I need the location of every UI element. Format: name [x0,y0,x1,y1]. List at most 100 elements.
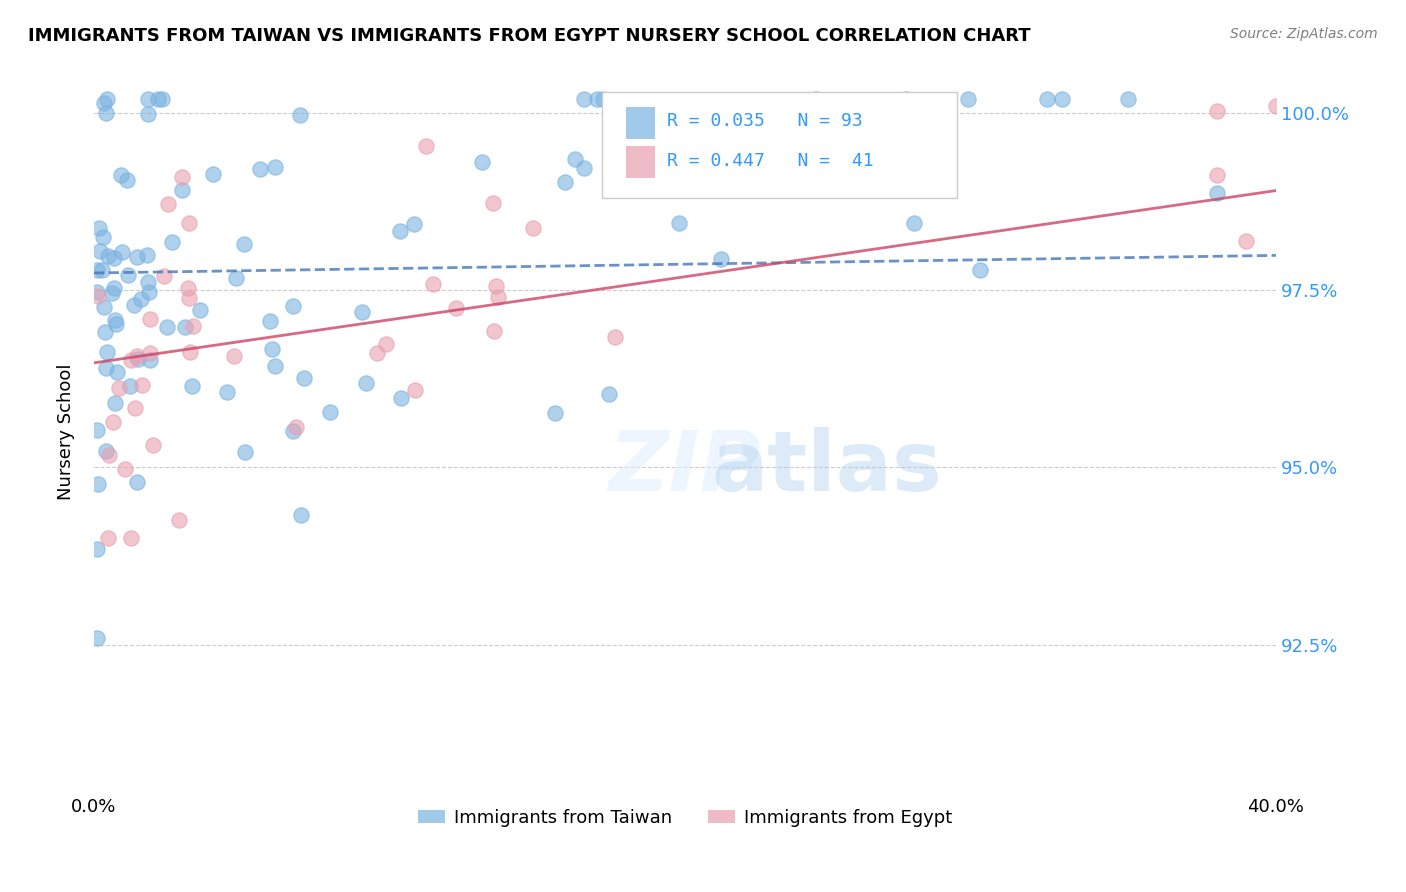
Text: R = 0.035   N = 93: R = 0.035 N = 93 [668,112,863,130]
Point [114,461,136,475]
Point [138,285,160,299]
Point [139,312,162,326]
Point [124,298,146,312]
Point [179,216,201,230]
Point [136,92,159,106]
Point [1050,92,1073,106]
Point [110,168,132,182]
Point [90,263,112,277]
Text: ZIP: ZIP [609,427,761,508]
Point [93,300,115,314]
Point [222,349,245,363]
Point [482,324,505,338]
Bar [626,146,655,178]
Point [167,512,190,526]
Point [388,224,411,238]
Point [91,230,114,244]
Point [129,292,152,306]
Point [94,325,117,339]
Point [177,281,200,295]
Point [139,353,162,368]
Point [103,251,125,265]
Point [108,381,131,395]
Text: R = 0.447   N =  41: R = 0.447 N = 41 [668,153,875,170]
Point [105,365,128,379]
Point [366,345,388,359]
Point [233,236,256,251]
Point [86,631,108,645]
Point [131,378,153,392]
Point [668,216,690,230]
Point [160,235,183,249]
Point [179,345,201,359]
Point [894,92,917,106]
Point [97,531,120,545]
Point [139,346,162,360]
Point [564,152,586,166]
Point [903,216,925,230]
Point [97,249,120,263]
Point [170,169,193,184]
Point [598,387,620,401]
Point [104,396,127,410]
Point [422,277,444,292]
Point [177,292,200,306]
Point [111,245,134,260]
Point [86,541,108,556]
Point [482,196,505,211]
Point [263,160,285,174]
Point [100,285,122,300]
Point [544,406,567,420]
Point [136,107,159,121]
Point [471,155,494,169]
Point [103,280,125,294]
Point [87,288,110,302]
Point [173,320,195,334]
Point [260,343,283,357]
Point [146,92,169,106]
Point [94,361,117,376]
Point [281,424,304,438]
Point [1205,104,1227,119]
Point [125,349,148,363]
Point [157,197,180,211]
Point [554,175,576,189]
Point [86,263,108,277]
Point [572,92,595,106]
Point [172,183,194,197]
Point [201,168,224,182]
Point [444,301,467,316]
Point [87,477,110,491]
Point [86,285,108,299]
Point [127,250,149,264]
Point [136,248,159,262]
Point [136,275,159,289]
Point [101,415,124,429]
Point [94,106,117,120]
Point [120,352,142,367]
Point [105,318,128,332]
Point [150,92,173,106]
Point [117,173,139,187]
Point [586,92,609,106]
Point [350,305,373,319]
Point [1116,92,1139,106]
Point [89,221,111,235]
Point [120,531,142,545]
Point [96,92,118,106]
Point [104,313,127,327]
Point [215,385,238,400]
Point [127,352,149,367]
Point [404,383,426,397]
Legend: Immigrants from Taiwan, Immigrants from Egypt: Immigrants from Taiwan, Immigrants from … [411,802,959,834]
Point [718,134,741,148]
Point [1234,234,1257,248]
Point [233,444,256,458]
Point [592,92,614,106]
Point [117,268,139,282]
Point [1265,99,1288,113]
Point [969,263,991,277]
Point [93,95,115,110]
Point [156,320,179,334]
Point [290,108,312,122]
